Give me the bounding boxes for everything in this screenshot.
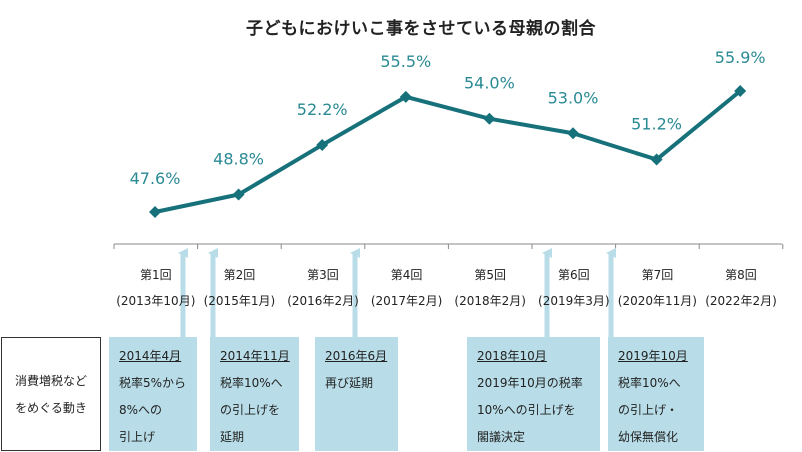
side-label: 消費増税など をめぐる動き bbox=[1, 337, 101, 451]
event-date: 2014年4月 bbox=[119, 349, 182, 363]
side-label-line-2: をめぐる動き bbox=[15, 401, 87, 415]
event-box-2014-11: 2014年11月 税率10%へ の引上げを延期 bbox=[210, 337, 299, 451]
data-markers bbox=[149, 85, 747, 218]
period-label-7: (2020年11月) bbox=[617, 294, 697, 308]
category-label-8: 第8回 bbox=[725, 268, 757, 282]
period-label-6: (2019年3月) bbox=[538, 294, 610, 308]
event-text: 10%への引上げを bbox=[477, 403, 576, 417]
event-box-2018-10: 2018年10月 2019年10月の税率 10%への引上げを 閣議決定 bbox=[467, 337, 600, 451]
series-line bbox=[154, 89, 742, 214]
event-text: 閣議決定 bbox=[477, 430, 526, 444]
period-label-2: (2015年1月) bbox=[203, 294, 276, 308]
data-label-7: 51.2% bbox=[631, 115, 682, 134]
data-point-5 bbox=[483, 112, 496, 125]
event-text: 2019年10月の税率 bbox=[477, 376, 583, 390]
category-label-4: 第4回 bbox=[390, 268, 423, 282]
data-point-8 bbox=[734, 85, 747, 97]
event-text: の引上げ・ bbox=[618, 403, 679, 417]
data-label-4: 55.5% bbox=[380, 52, 431, 71]
data-label-2: 48.8% bbox=[213, 150, 264, 169]
side-label-line-1: 消費増税など bbox=[14, 374, 87, 388]
data-point-6 bbox=[567, 127, 579, 140]
event-text: 幼保無償化 bbox=[618, 430, 679, 444]
event-box-2014-04: 2014年4月 税率5%から 8%への引上げ bbox=[109, 337, 197, 451]
event-text: の引上げを bbox=[220, 403, 281, 417]
event-text: 引上げ bbox=[119, 430, 156, 444]
data-labels: 47.6% 48.8% 52.2% 55.5% 54.0% 53.0% 51.2% 55.9% bbox=[130, 48, 766, 188]
period-label-4: (2017年2月) bbox=[370, 294, 443, 308]
data-point-7 bbox=[650, 153, 663, 166]
event-text: 税率10%へ bbox=[618, 376, 681, 390]
event-text: 税率10%へ bbox=[220, 376, 283, 390]
event-arrows bbox=[178, 248, 616, 337]
data-label-6: 53.0% bbox=[548, 88, 599, 107]
data-point-1 bbox=[149, 206, 161, 218]
data-point-4 bbox=[399, 90, 412, 103]
event-date: 2018年10月 bbox=[477, 349, 547, 363]
event-box-2019-10: 2019年10月 税率10%へ の引上げ・幼保無償化 bbox=[608, 337, 704, 451]
event-text: 延期 bbox=[220, 430, 245, 444]
category-label-6: 第6回 bbox=[557, 268, 590, 282]
category-label-5: 第5回 bbox=[474, 268, 506, 282]
data-label-8: 55.9% bbox=[715, 48, 766, 67]
category-label-7: 第7回 bbox=[641, 268, 674, 282]
event-box-2016-06: 2016年6月 再び延期 bbox=[315, 337, 398, 451]
data-label-1: 47.6% bbox=[130, 169, 181, 188]
line-plot: 47.6% 48.8% 52.2% 55.5% 54.0% 53.0% 51.2% 55.9% bbox=[113, 48, 784, 337]
chart-title: 子どもにおけいこ事をさせている母親の割合 bbox=[246, 19, 596, 39]
event-date: 2016年6月 bbox=[325, 349, 388, 363]
category-label-2: 第2回 bbox=[223, 268, 256, 282]
x-axis bbox=[113, 243, 784, 249]
period-label-8: (2022年2月) bbox=[705, 294, 777, 308]
event-text: 8%への bbox=[119, 403, 163, 417]
data-label-3: 52.2% bbox=[297, 100, 348, 119]
period-label-5: (2018年2月) bbox=[454, 294, 526, 308]
data-point-2 bbox=[232, 188, 245, 201]
period-label-1: (2013年10月) bbox=[116, 294, 196, 308]
data-label-5: 54.0% bbox=[464, 74, 515, 93]
category-label-1: 第1回 bbox=[139, 268, 172, 282]
category-label-3: 第3回 bbox=[307, 268, 339, 282]
period-label-3: (2016年2月) bbox=[287, 294, 359, 308]
event-date: 2014年11月 bbox=[220, 349, 290, 363]
event-text: 税率5%から bbox=[119, 376, 187, 390]
event-text: 再び延期 bbox=[325, 376, 374, 390]
event-date: 2019年10月 bbox=[618, 349, 688, 363]
data-point-3 bbox=[316, 138, 329, 151]
